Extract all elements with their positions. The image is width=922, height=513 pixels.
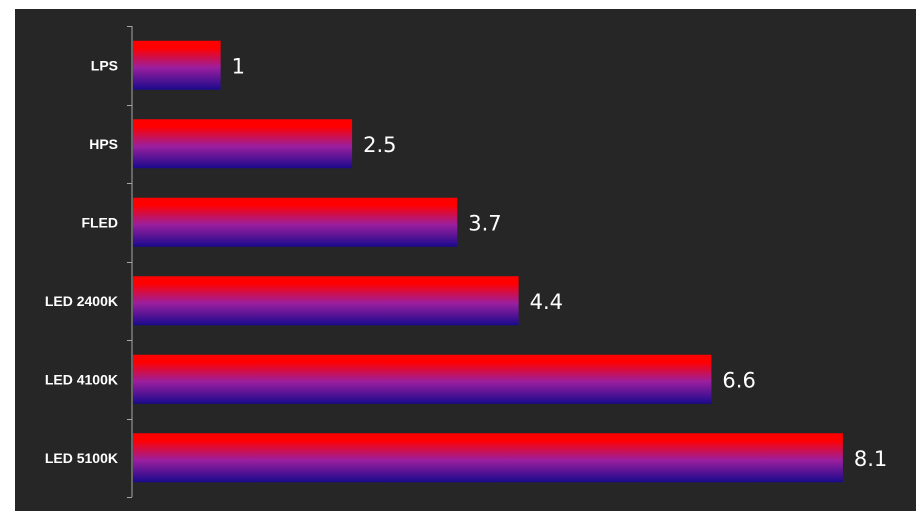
bar-hps <box>133 119 353 169</box>
chart-panel: LPS 1 HPS 2.5 FLED 3.7 LED 2400K 4.4 LED 4100K 6.… <box>15 9 916 511</box>
category-label: LED 2400K <box>45 293 118 309</box>
category-label: HPS <box>89 136 118 152</box>
bar-led-4100k <box>133 354 712 404</box>
category-label: LED 4100K <box>45 371 118 387</box>
value-label: 6.6 <box>722 368 755 392</box>
bar-led-2400k <box>133 276 519 326</box>
y-axis <box>127 26 133 498</box>
bar-led-5100k <box>133 433 843 483</box>
bar-fled <box>133 197 458 247</box>
category-label: FLED <box>81 214 118 230</box>
labels: LPS 1 HPS 2.5 FLED 3.7 LED 2400K 4.4 LED 4100K 6.… <box>45 54 887 471</box>
category-label: LED 5100K <box>45 450 118 466</box>
value-label: 3.7 <box>468 211 501 235</box>
bars <box>133 40 843 483</box>
value-label: 1 <box>232 54 245 78</box>
category-label: LPS <box>91 57 118 73</box>
value-label: 4.4 <box>530 290 563 314</box>
value-label: 2.5 <box>363 133 396 157</box>
value-label: 8.1 <box>854 447 887 471</box>
bar-lps <box>133 40 221 90</box>
bar-chart: LPS 1 HPS 2.5 FLED 3.7 LED 2400K 4.4 LED 4100K 6.… <box>45 26 887 498</box>
